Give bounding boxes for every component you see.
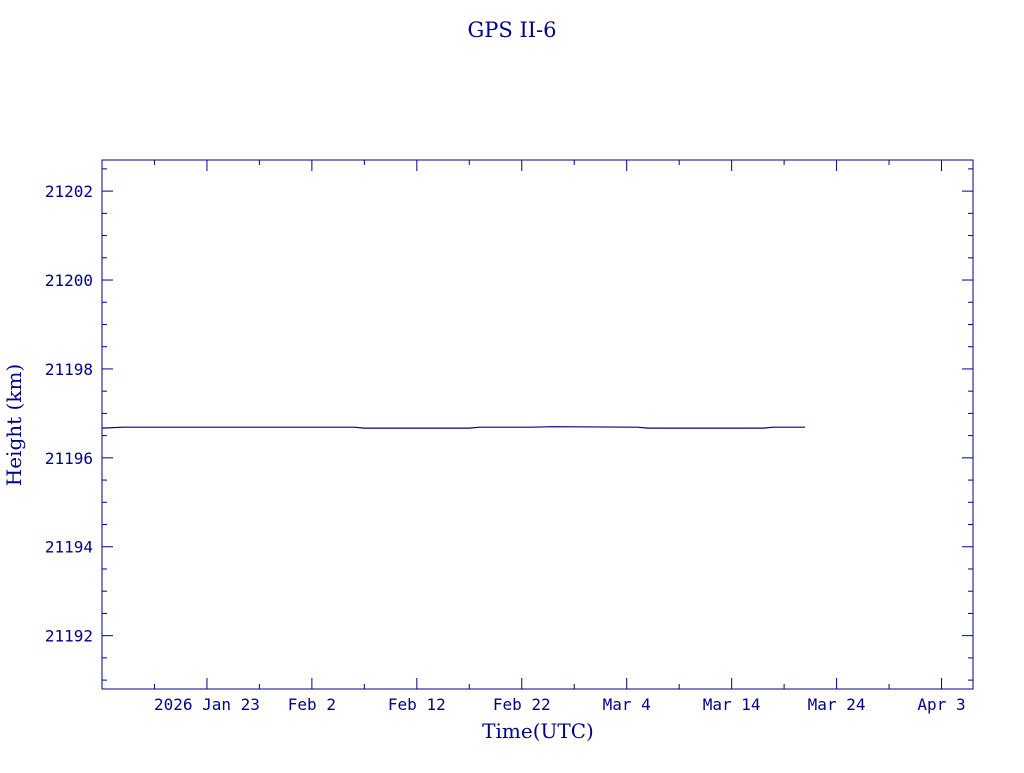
x-tick-label: Mar 4 [603,695,651,714]
tick-labels: 2026 Jan 23 Feb 2 Feb 12 Feb 22 Mar 4 Mar 14 M… [45,182,966,714]
x-tick-label: Feb 22 [493,695,551,714]
x-tick-label: 2026 Jan 23 [154,695,260,714]
x-tick-label: Mar 24 [808,695,866,714]
y-tick-label: 21196 [45,449,93,468]
series-layer [101,426,806,429]
y-tick-label: 21194 [45,538,93,557]
y-tick-label: 21198 [45,360,93,379]
x-tick-label: Mar 14 [703,695,761,714]
y-axis-label: Height (km) [2,364,26,486]
plot-frame [101,159,974,690]
y-tick-label: 21200 [45,271,93,290]
x-tick-label: Feb 12 [388,695,446,714]
chart-title: GPS II-6 [467,18,556,42]
x-axis-label: Time(UTC) [482,719,594,743]
x-tick-label: Feb 2 [288,695,336,714]
series-line-0 [101,426,806,429]
axis-ticks [102,160,973,689]
y-tick-label: 21202 [45,182,93,201]
x-tick-label: Apr 3 [917,695,965,714]
y-tick-label: 21192 [45,627,93,646]
